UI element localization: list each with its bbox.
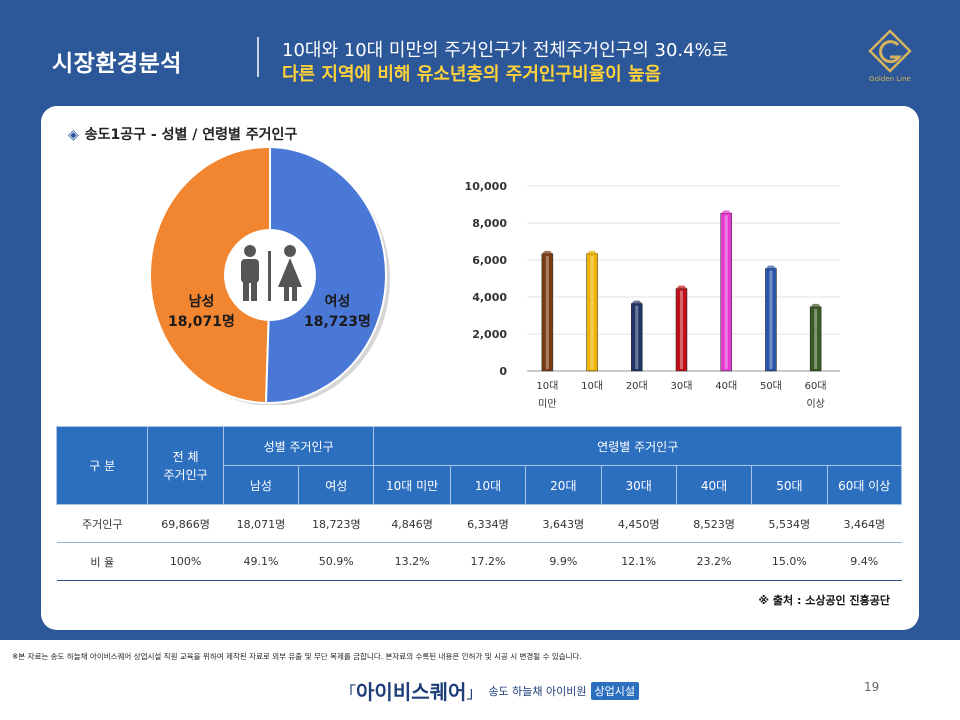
- pie-label-female: 여성 18,723명: [304, 292, 371, 332]
- bar-highlight: [769, 270, 773, 369]
- pie-label-male-value: 18,071명: [168, 314, 235, 330]
- disclaimer: ※본 자료는 송도 하늘채 아이비스퀘어 상업시설 직원 교육을 위하여 제작된…: [12, 652, 582, 661]
- y-tick-label: 4,000: [472, 291, 507, 304]
- brand-bracket-close: 」: [466, 682, 483, 702]
- table-header-total-line2: 주거인구: [163, 467, 208, 482]
- table-cell: 49.1%: [223, 542, 299, 581]
- table-subheader: 20대: [525, 465, 602, 505]
- table-header-total: 전 체 주거인구: [147, 426, 224, 505]
- table-cell: 23.2%: [676, 542, 752, 581]
- headline-line-1: 10대와 10대 미만의 주거인구가 전체주거인구의 30.4%로: [282, 40, 729, 61]
- table-cell: 50.9%: [298, 542, 374, 581]
- x-tick-label: 50대: [760, 380, 782, 392]
- x-tick-label: 30대: [671, 380, 693, 392]
- table-cell: 69,866명: [147, 504, 224, 543]
- table-header-age: 연령별 주거인구: [373, 426, 902, 466]
- table-subheader: 10대 미만: [373, 465, 451, 505]
- bar-highlight: [545, 255, 549, 369]
- y-tick-label: 6,000: [472, 254, 507, 267]
- pie-label-female-name: 여성: [324, 294, 351, 310]
- table-subheader: 여성: [298, 465, 375, 505]
- table-row-label: 비 율: [56, 542, 148, 581]
- bar-highlight: [724, 215, 728, 369]
- brand-sub: 송도 하늘채 아이비원: [488, 684, 587, 698]
- table-cell: 13.2%: [373, 542, 451, 581]
- table-cell: 12.1%: [601, 542, 677, 581]
- x-tick-label: 40대: [715, 380, 737, 392]
- y-tick-label: 2,000: [472, 328, 507, 341]
- diamond-icon: ◈: [68, 127, 79, 143]
- bar-cap: [810, 303, 822, 307]
- title-divider: [257, 37, 259, 77]
- bar-highlight: [635, 305, 639, 369]
- table-subheader: 40대: [675, 465, 753, 505]
- bar: [809, 306, 822, 372]
- bar-cap: [541, 250, 553, 254]
- headline-line-2: 다른 지역에 비해 유소년층의 주거인구비율이 높음: [282, 64, 662, 85]
- table-cell: 8,523명: [676, 504, 752, 543]
- gender-pie-chart: [150, 145, 390, 405]
- bar-cap: [631, 300, 643, 304]
- brand-main: 아이비스퀘어: [356, 680, 467, 704]
- golden-line-logo-icon: [868, 29, 912, 73]
- logo-text: Golden Line: [869, 75, 911, 83]
- bar-cap: [720, 210, 732, 214]
- table-cell: 100%: [147, 542, 224, 581]
- table-header-category: 구 분: [55, 426, 149, 505]
- table-cell: 18,071명: [223, 504, 299, 543]
- x-tick-label: 10대: [536, 380, 558, 392]
- pie-label-male-name: 남성: [188, 294, 215, 310]
- pie-label-female-value: 18,723명: [304, 314, 371, 330]
- table-cell: 3,464명: [827, 504, 902, 543]
- bar-cap: [676, 285, 687, 289]
- pie-slice-male: [150, 145, 271, 405]
- table-cell: 15.0%: [751, 542, 828, 581]
- y-tick-label: 8,000: [472, 217, 507, 230]
- bar-cap: [586, 250, 598, 254]
- table-cell: 4,450명: [601, 504, 677, 543]
- brand-bracket-open: 「: [340, 682, 357, 702]
- pie-slice-female: [264, 145, 387, 405]
- table-subheader: 50대: [751, 465, 828, 505]
- bar-highlight: [680, 290, 683, 369]
- brand-tag: 상업시설: [590, 681, 639, 700]
- table-cell: 9.9%: [525, 542, 601, 581]
- table-subheader: 30대: [600, 465, 677, 505]
- y-tick-label: 10,000: [465, 180, 508, 193]
- y-tick-label: 0: [499, 365, 507, 378]
- population-table: 구 분 전 체 주거인구 성별 주거인구 연령별 주거인구 남성 여성 10대 미만…: [55, 426, 903, 581]
- page-title: 시장환경분석: [52, 51, 182, 77]
- x-tick-label: 미만: [538, 398, 556, 410]
- restroom-man-woman-icon: [241, 245, 302, 301]
- table-row: 주거인구 69,866명 18,071명 18,723명 4,846명 6,334명 3,6…: [56, 504, 902, 543]
- x-tick-label: 20대: [626, 380, 648, 392]
- bar-highlight: [590, 255, 594, 369]
- x-tick-label: 60대: [805, 380, 827, 392]
- table-cell: 6,334명: [450, 504, 526, 543]
- footer-brand: 「 아이비스퀘어 」 송도 하늘채 아이비원 상업시설: [340, 676, 639, 705]
- table-header-gender: 성별 주거인구: [222, 426, 375, 466]
- table-row-label: 주거인구: [56, 504, 148, 543]
- table-cell: 17.2%: [450, 542, 526, 581]
- table-cell: 9.4%: [827, 542, 902, 581]
- table-row: 비 율 100% 49.1% 50.9% 13.2% 17.2% 9.9% 12.1% 23.2…: [56, 542, 902, 581]
- bar-highlight: [814, 308, 818, 369]
- pie-label-male: 남성 18,071명: [168, 292, 235, 332]
- section-title: ◈ 송도1공구 - 성별 / 연령별 주거인구: [68, 124, 297, 144]
- x-tick-label: 이상: [806, 398, 824, 410]
- source-note: ※ 출처 : 소상공인 진흥공단: [758, 594, 890, 607]
- bar-cap: [765, 265, 777, 269]
- x-tick-label: 10대: [581, 380, 603, 392]
- table-header-total-line1: 전 체: [172, 449, 199, 464]
- table-cell: 3,643명: [525, 504, 601, 543]
- table-cell: 5,534명: [751, 504, 828, 543]
- table-cell: 4,846명: [373, 504, 451, 543]
- table-subheader: 60대 이상: [826, 465, 903, 505]
- table-subheader: 10대: [449, 465, 527, 505]
- table-cell: 18,723명: [298, 504, 374, 543]
- page-number: 19: [864, 680, 880, 694]
- section-title-text: 송도1공구 - 성별 / 연령별 주거인구: [84, 127, 298, 143]
- table-subheader: 남성: [222, 465, 300, 505]
